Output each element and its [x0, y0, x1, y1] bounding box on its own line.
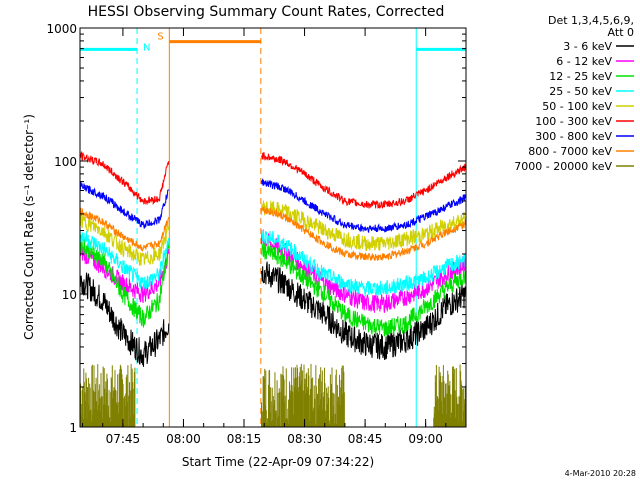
annotation-night-marker-label: N — [143, 42, 150, 53]
y-tick-label: 1 — [69, 421, 77, 435]
series-line-7-1 — [261, 206, 467, 261]
legend-entry-label: 12 - 25 keV — [549, 70, 612, 83]
y-axis-ticks: 1 10 100 1000 — [46, 22, 466, 435]
y-tick-label: 10 — [62, 288, 77, 302]
data-layer — [79, 150, 467, 427]
series-line-4-1 — [261, 200, 467, 252]
series-line-2-0 — [79, 234, 170, 328]
legend-entry-label: 300 - 800 keV — [535, 130, 612, 143]
legend-header: Att 0 — [608, 26, 634, 39]
legend-entry-label: 7000 - 20000 keV — [514, 160, 612, 173]
x-axis-ticks: 07:45 08:00 08:15 08:30 08:45 09:00 — [82, 28, 467, 446]
series-line-5-1 — [261, 152, 467, 209]
series-line-3-1 — [261, 229, 467, 297]
plot-frame — [79, 27, 467, 428]
x-tick-label: 07:45 — [106, 432, 141, 446]
series-line-4-0 — [79, 213, 170, 267]
x-tick-label: 09:00 — [408, 432, 443, 446]
footer-timestamp: 4-Mar-2010 20:28 — [565, 469, 636, 478]
x-tick-label: 08:45 — [348, 432, 383, 446]
legend-header: Det 1,3,4,5,6,9, — [548, 14, 634, 27]
legend-entry-label: 25 - 50 keV — [549, 85, 612, 98]
legend-entry-label: 50 - 100 keV — [542, 100, 612, 113]
x-tick-label: 08:00 — [166, 432, 201, 446]
y-tick-label: 100 — [54, 155, 77, 169]
legend-entry-label: 3 - 6 keV — [563, 40, 612, 53]
series-line-2-1 — [261, 240, 467, 337]
annotation-SAA-label: S — [157, 32, 163, 43]
series-line-0-1 — [261, 261, 467, 360]
series-line-0-0 — [79, 272, 170, 367]
series-line-6-1 — [261, 178, 467, 234]
legend-entry-label: 100 - 300 keV — [535, 115, 612, 128]
x-tick-label: 08:15 — [227, 432, 262, 446]
y-tick-label: 1000 — [46, 22, 77, 36]
x-tick-label: 08:30 — [287, 432, 322, 446]
legend-entry-label: 800 - 7000 keV — [528, 145, 612, 158]
series-line-3-0 — [79, 227, 170, 292]
legend: Det 1,3,4,5,6,9,Att 03 - 6 keV 6 - 12 keV… — [514, 14, 634, 173]
x-axis-label: Start Time (22-Apr-09 07:34:22) — [182, 455, 374, 469]
series-line-7-0 — [79, 207, 170, 252]
series-line-5-0 — [79, 150, 170, 206]
legend-entry-label: 6 - 12 keV — [556, 55, 612, 68]
series-line-6-0 — [79, 180, 170, 229]
chart-title: HESSI Observing Summary Count Rates, Cor… — [88, 4, 445, 20]
y-axis-label: Corrected Count Rate (s⁻¹ detector⁻¹) — [22, 114, 36, 340]
